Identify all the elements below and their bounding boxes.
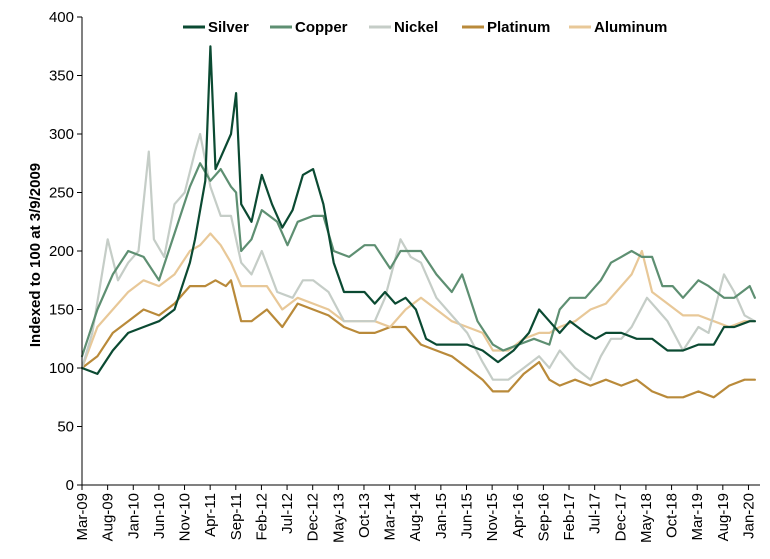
x-tick-label: Feb-17 <box>561 493 578 541</box>
x-tick-label: Mar-14 <box>382 493 399 541</box>
legend-item-platinum: Platinum <box>462 19 550 36</box>
y-tick-label: 100 <box>49 360 74 377</box>
x-tick-label: Aug-14 <box>407 493 424 541</box>
legend-item-nickel: Nickel <box>369 19 438 36</box>
y-axis-title: Indexed to 100 at 3/9/2009 <box>27 163 44 347</box>
series-line-copper <box>80 162 756 358</box>
legend-label: Nickel <box>394 19 438 36</box>
x-tick-label: Mar-09 <box>74 493 91 541</box>
y-tick-label: 300 <box>49 126 74 143</box>
series-line-nickel <box>80 132 756 381</box>
legend-label: Aluminum <box>594 19 667 36</box>
x-tick-label: Jan-20 <box>740 493 757 539</box>
x-axis-ticks: Mar-09 Aug-09 Jan-10 Jun-10 Nov-10 Apr-11 Sep-… <box>74 485 757 543</box>
x-tick-label: Jun-10 <box>151 493 168 539</box>
y-tick-label: 50 <box>57 419 74 436</box>
x-tick-label: Nov-15 <box>484 493 501 541</box>
series-line-aluminum <box>80 232 756 370</box>
y-tick-label: 400 <box>49 9 74 26</box>
legend-item-aluminum: Aluminum <box>569 19 667 36</box>
series-layer <box>80 45 756 399</box>
x-tick-label: May-13 <box>330 493 347 543</box>
x-tick-label: Nov-10 <box>177 493 194 541</box>
x-tick-label: May-18 <box>638 493 655 543</box>
y-tick-label: 0 <box>66 477 74 494</box>
legend-item-silver: Silver <box>183 19 249 36</box>
x-tick-label: Feb-12 <box>253 493 270 541</box>
x-tick-label: Jan-15 <box>433 493 450 539</box>
y-tick-label: 150 <box>49 302 74 319</box>
x-tick-label: Mar-19 <box>689 493 706 541</box>
legend: Silver Copper Nickel Platinum Aluminum <box>183 19 667 36</box>
series-line-silver <box>80 45 756 375</box>
x-tick-label: Jul-12 <box>279 493 296 534</box>
y-tick-label: 350 <box>49 68 74 85</box>
x-tick-label: Dec-12 <box>305 493 322 541</box>
x-tick-label: Sep-11 <box>228 493 245 540</box>
x-tick-label: Jun-15 <box>458 493 475 539</box>
legend-label: Platinum <box>487 19 550 36</box>
x-tick-label: Aug-19 <box>715 493 732 541</box>
legend-label: Silver <box>208 19 249 36</box>
legend-item-copper: Copper <box>270 19 348 36</box>
x-tick-label: Apr-11 <box>202 493 219 537</box>
x-tick-label: Aug-09 <box>100 493 117 541</box>
y-axis-ticks: 0 50 100 150 200 250 300 350 400 <box>49 9 82 494</box>
x-tick-label: Sep-16 <box>535 493 552 541</box>
y-tick-label: 200 <box>49 243 74 260</box>
x-tick-label: Oct-13 <box>356 493 373 538</box>
x-tick-label: Apr-16 <box>510 493 527 538</box>
x-tick-label: Oct-18 <box>664 493 681 538</box>
y-tick-label: 250 <box>49 185 74 202</box>
legend-label: Copper <box>295 19 348 36</box>
series-line-platinum <box>80 279 756 399</box>
x-tick-label: Dec-17 <box>612 493 629 541</box>
x-tick-label: Jan-10 <box>125 493 142 539</box>
x-tick-label: Jul-17 <box>587 493 604 534</box>
